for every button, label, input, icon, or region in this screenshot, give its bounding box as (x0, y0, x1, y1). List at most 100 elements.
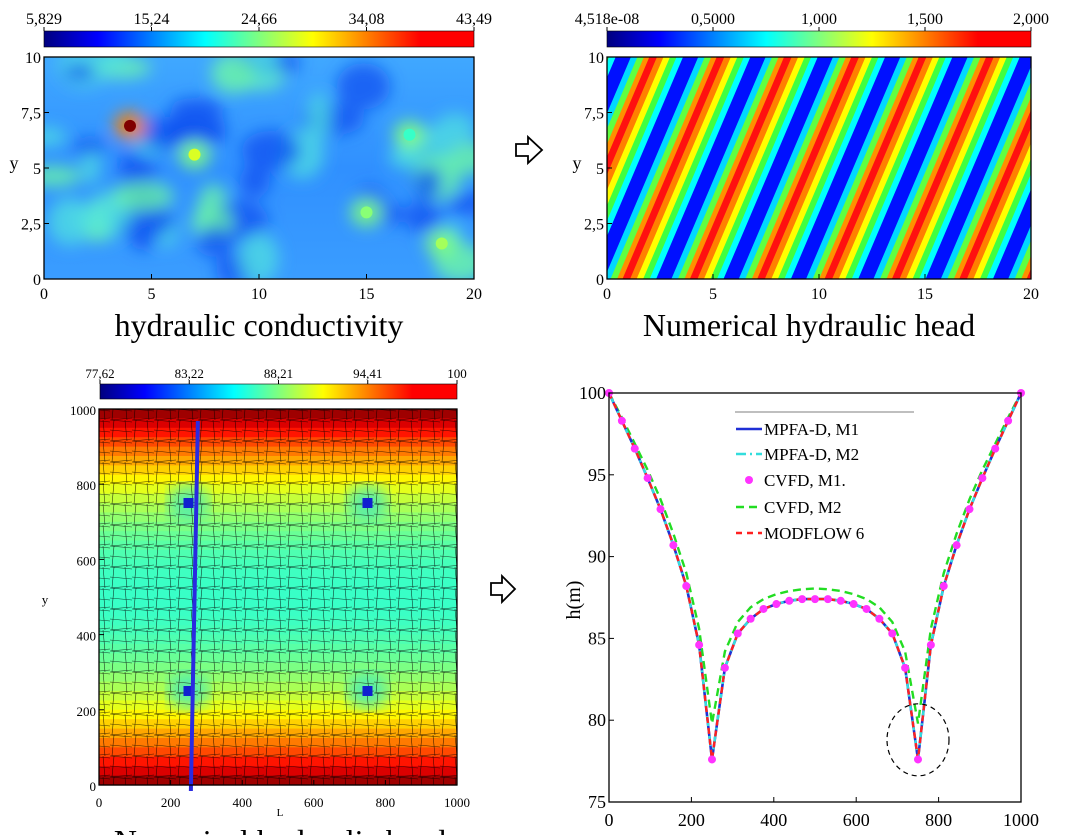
head-ytick-label: 2,5 (584, 217, 604, 234)
head-colorbar-tick-label: 4,518e-08 (575, 11, 639, 28)
profile-ytick-label: 85 (588, 628, 606, 648)
profile-marker-cvfd-m1 (759, 604, 768, 613)
conductivity-texture (211, 57, 256, 94)
profile-marker-cvfd-m1 (772, 600, 781, 609)
head-xtick-label: 15 (917, 286, 933, 303)
conductivity-colorbar-tick-label: 43,49 (456, 11, 492, 28)
profile-xtick-label: 400 (760, 810, 787, 830)
head-xtick-label: 20 (1023, 286, 1039, 303)
conductivity-ytick-label: 7,5 (21, 106, 41, 123)
conductivity-hotspot (360, 206, 373, 219)
conductivity-field (44, 57, 474, 279)
profile-marker-cvfd-m1 (888, 629, 897, 638)
profile-marker-cvfd-m1 (978, 474, 987, 483)
profile-ylabel: h(m) (563, 581, 585, 620)
mesh-colorbar-tick-label: 94,41 (353, 366, 382, 381)
profile-highlight-ellipse (886, 703, 950, 777)
conductivity-colorbar-bar (43, 30, 475, 48)
conductivity-texture (336, 62, 391, 110)
conductivity-colorbar-tick-label: 5,829 (26, 11, 62, 28)
conductivity-texture (307, 92, 331, 141)
profile-marker-cvfd-m1 (746, 614, 755, 623)
mesh-colorbar-tick-label: 100 (447, 366, 467, 381)
mesh-ytick-label: 200 (77, 704, 97, 719)
profile-marker-cvfd-m1 (733, 629, 742, 638)
profile-marker-cvfd-m1 (836, 596, 845, 605)
profile-ytick-label: 95 (588, 465, 606, 485)
profile-marker-cvfd-m1 (965, 505, 974, 514)
legend-swatch-cvfd-m1 (745, 476, 753, 484)
profile-marker-cvfd-m1 (630, 444, 639, 453)
mesh-colorbar-tick-label: 88,21 (264, 366, 293, 381)
mesh-section-line (188, 420, 200, 792)
head-colorbar-tick-label: 1,000 (801, 11, 837, 28)
mesh-xlabel: L (277, 807, 284, 819)
mesh-title: Numerical hydraulic head (114, 823, 446, 835)
legend-label: MPFA-D, M2 (764, 445, 859, 464)
legend-label: CVFD, M2 (764, 498, 841, 517)
profile-xtick-label: 0 (605, 810, 614, 830)
conductivity-texture (44, 127, 67, 147)
mesh-ytick-label: 1000 (70, 403, 96, 418)
head-ytick-label: 7,5 (584, 106, 604, 123)
profile-marker-cvfd-m1 (811, 595, 819, 604)
profile-series-modflow-6 (607, 392, 1023, 760)
profile-ytick-label: 90 (588, 547, 606, 567)
conductivity-texture (251, 57, 280, 85)
conductivity-ylabel: y (10, 153, 19, 173)
mesh-frame (98, 408, 458, 786)
mesh-head-panel: 77,62 83,22 88,21 94,41 1000 200 400 600 800 1000… (42, 366, 470, 835)
profile-legend: MPFA-D, M1 MPFA-D, M2 CVFD, M1. CVFD, M2 MOD… (735, 411, 914, 543)
profile-marker-cvfd-m1 (785, 596, 794, 605)
head-xtick-label: 10 (811, 286, 827, 303)
head-xtick-label: 0 (603, 286, 611, 303)
profile-ytick-label: 80 (588, 710, 606, 730)
mesh-well-marker (183, 686, 194, 696)
head-ytick-label: 5 (596, 161, 604, 178)
mesh-well-marker (183, 498, 194, 508)
conductivity-texture (445, 192, 474, 215)
profile-xtick-label: 1000 (1003, 810, 1039, 830)
conductivity-hotspot (403, 128, 416, 141)
legend-label: MPFA-D, M1 (764, 420, 859, 439)
mesh-ytick-label: 0 (90, 779, 97, 794)
profile-xtick-label: 600 (843, 810, 870, 830)
mesh-xtick-label: 400 (232, 795, 252, 810)
conductivity-texture (241, 130, 301, 171)
right-arrow-icon (490, 573, 517, 605)
mesh-well-marker (362, 498, 373, 508)
profile-marker-cvfd-m1 (720, 663, 729, 672)
profile-marker-cvfd-m1 (1004, 416, 1013, 425)
profile-xtick-label: 200 (678, 810, 705, 830)
conductivity-texture (165, 109, 226, 148)
head-ytick-label: 0 (596, 272, 604, 289)
legend-label: MODFLOW 6 (764, 524, 864, 543)
conductivity-texture (196, 225, 232, 257)
head-stripes-field (607, 57, 1031, 279)
profile-marker-cvfd-m1 (656, 505, 665, 514)
conductivity-colorbar-tick-label: 24,66 (241, 11, 277, 28)
conductivity-ytick-label: 0 (33, 272, 41, 289)
profile-marker-cvfd-m1 (682, 582, 691, 591)
conductivity-xtick-label: 10 (251, 286, 267, 303)
conductivity-hotspot (188, 148, 201, 161)
profile-marker-cvfd-m1 (939, 582, 948, 591)
mesh-ytick-label: 400 (77, 629, 97, 644)
conductivity-texture (44, 165, 82, 187)
mesh-ylabel: y (42, 592, 49, 607)
profile-marker-cvfd-m1 (695, 640, 704, 649)
profile-marker-cvfd-m1 (708, 755, 716, 764)
conductivity-colorbar-tick-label: 15,24 (134, 11, 170, 28)
profile-marker-cvfd-m1 (875, 614, 884, 623)
head-xtick-label: 5 (709, 286, 717, 303)
profile-xtick-label: 800 (925, 810, 952, 830)
mesh-colorbar-tick-label: 77,62 (85, 366, 114, 381)
mesh-colorbar-bar (99, 383, 458, 400)
profile-ytick-label: 100 (579, 383, 606, 403)
profile-frame (608, 392, 1022, 803)
head-ylabel: y (573, 153, 582, 173)
profile-marker-cvfd-m1 (798, 595, 807, 604)
head-ytick-label: 10 (588, 50, 604, 67)
legend-label: CVFD, M1. (764, 471, 846, 490)
mesh-xtick-label: 1000 (444, 795, 470, 810)
